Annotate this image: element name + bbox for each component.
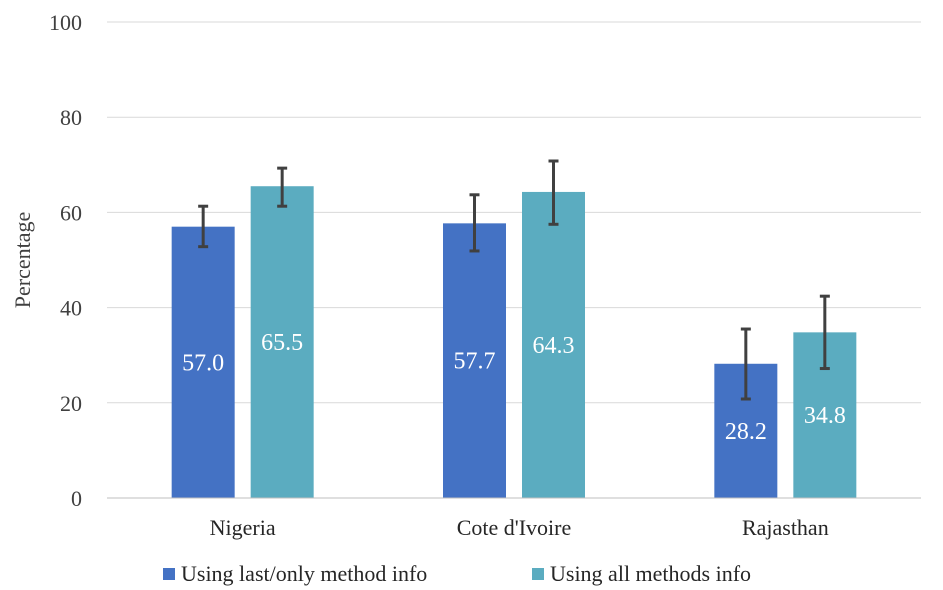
data-label: 57.7 <box>454 349 496 375</box>
y-axis-label: Percentage <box>10 212 35 309</box>
error-bar <box>469 193 480 253</box>
y-tick-label: 80 <box>60 105 82 130</box>
error-bar <box>548 159 559 226</box>
error-bar <box>740 327 751 401</box>
legend-label: Using all methods info <box>550 561 751 586</box>
error-bar <box>277 166 288 208</box>
bar <box>522 191 585 498</box>
gridlines <box>107 21 921 404</box>
legend-item: Using last/only method info <box>163 561 427 586</box>
y-tick-label: 100 <box>49 10 82 35</box>
x-axis-categories: Nigeria Cote d'Ivoire Rajasthan <box>210 515 829 540</box>
bar <box>171 226 235 498</box>
bar <box>250 186 314 498</box>
x-category-label: Nigeria <box>210 515 276 540</box>
y-tick-label: 20 <box>60 391 82 416</box>
bar <box>443 223 506 498</box>
error-bars <box>198 159 830 401</box>
x-category-label: Rajasthan <box>742 515 829 540</box>
y-tick-label: 40 <box>60 296 82 321</box>
data-labels: 57.0 65.5 57.7 64.3 28.2 34.8 <box>182 330 846 445</box>
error-bar <box>819 294 830 371</box>
legend-item: Using all methods info <box>532 561 751 586</box>
bars <box>171 186 857 498</box>
data-label: 28.2 <box>725 419 767 445</box>
legend-label: Using last/only method info <box>181 561 427 586</box>
y-tick-label: 60 <box>60 200 82 225</box>
data-label: 57.0 <box>182 350 224 376</box>
error-bar <box>198 204 209 249</box>
x-category-label: Cote d'Ivoire <box>457 515 572 540</box>
legend-swatch <box>532 568 544 580</box>
data-label: 65.5 <box>261 330 303 356</box>
y-axis-ticks: 0 20 40 60 80 100 <box>49 10 82 511</box>
legend: Using last/only method info Using all met… <box>163 561 751 586</box>
y-tick-label: 0 <box>71 486 82 511</box>
data-label: 34.8 <box>804 403 846 429</box>
legend-swatch <box>163 568 175 580</box>
data-label: 64.3 <box>533 333 575 359</box>
